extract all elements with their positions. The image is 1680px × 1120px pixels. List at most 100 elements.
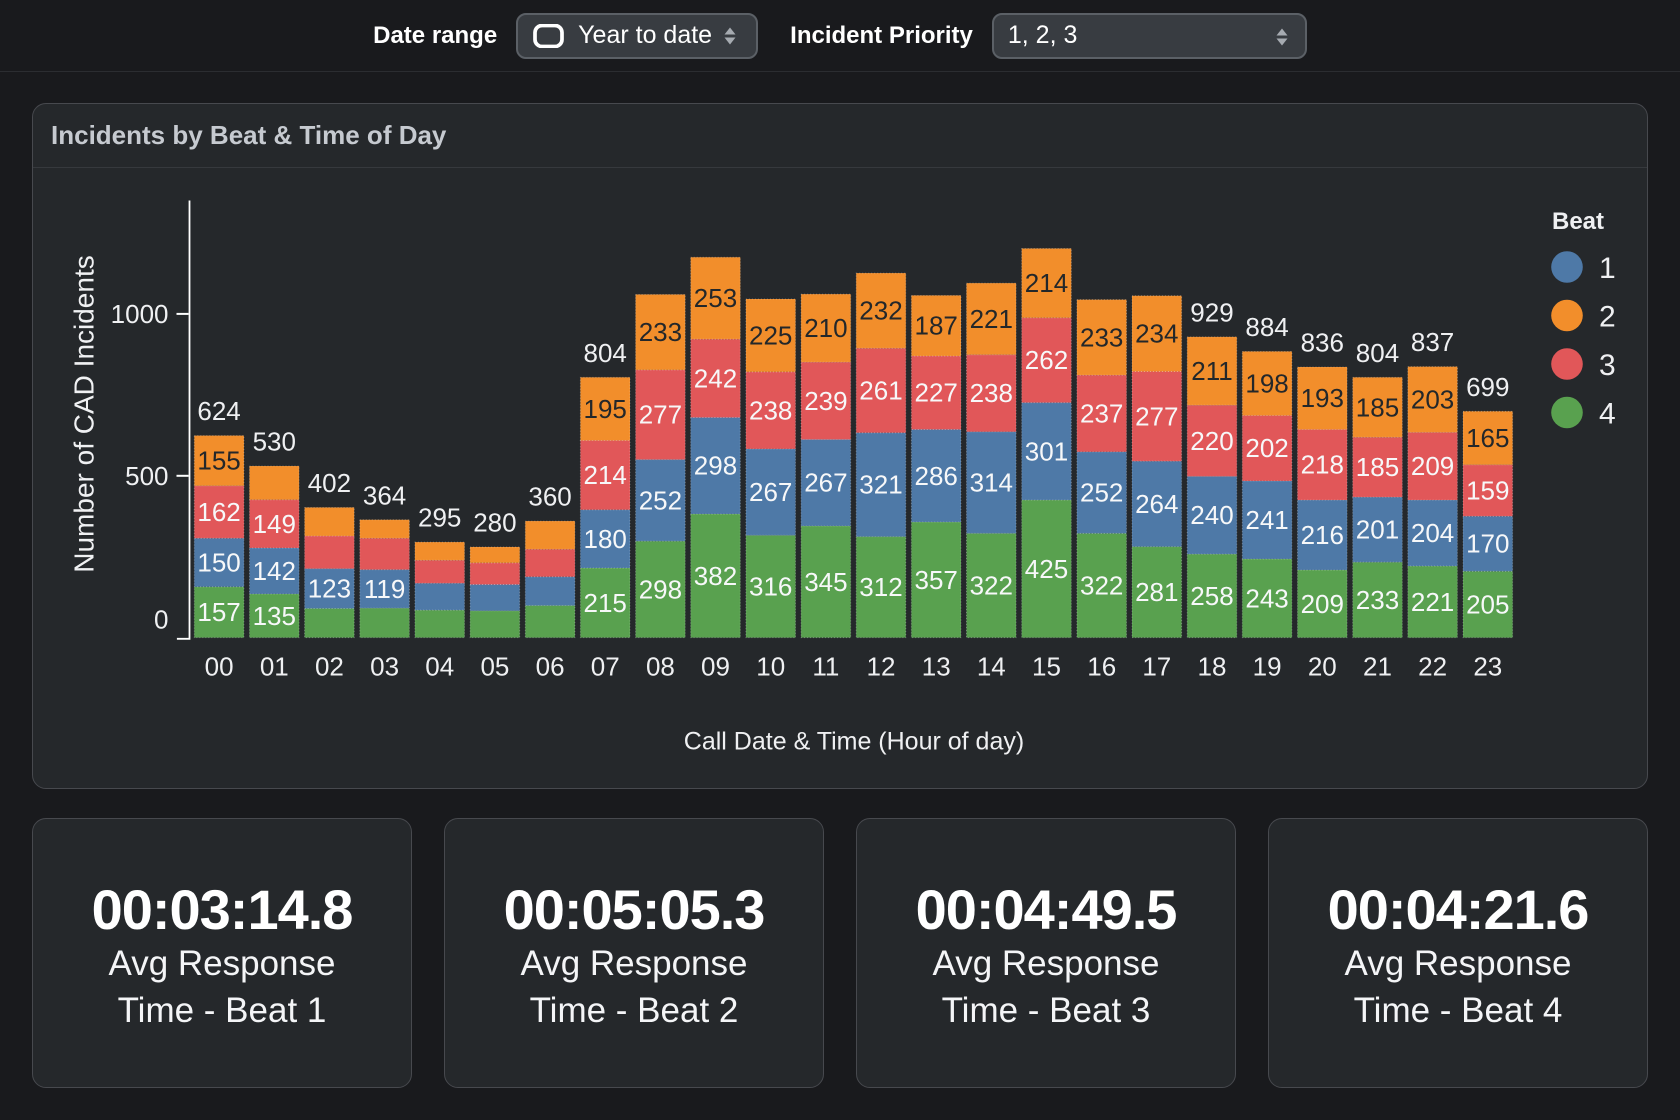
svg-text:624: 624 bbox=[197, 396, 240, 426]
svg-text:198: 198 bbox=[1245, 369, 1288, 399]
svg-text:261: 261 bbox=[859, 375, 902, 405]
svg-text:321: 321 bbox=[859, 470, 902, 500]
svg-text:298: 298 bbox=[694, 451, 737, 481]
svg-text:218: 218 bbox=[1301, 450, 1344, 480]
svg-text:20: 20 bbox=[1308, 652, 1337, 682]
svg-text:264: 264 bbox=[1135, 489, 1178, 519]
svg-text:402: 402 bbox=[308, 468, 351, 498]
svg-text:209: 209 bbox=[1301, 589, 1344, 619]
svg-text:233: 233 bbox=[639, 317, 682, 347]
svg-text:18: 18 bbox=[1198, 652, 1227, 682]
svg-text:216: 216 bbox=[1301, 520, 1344, 550]
svg-text:187: 187 bbox=[915, 311, 958, 341]
svg-text:214: 214 bbox=[584, 460, 627, 490]
svg-text:357: 357 bbox=[915, 565, 958, 595]
svg-text:234: 234 bbox=[1135, 319, 1178, 349]
svg-text:238: 238 bbox=[970, 378, 1013, 408]
svg-text:211: 211 bbox=[1191, 356, 1232, 386]
svg-text:425: 425 bbox=[1025, 554, 1068, 584]
svg-text:221: 221 bbox=[970, 304, 1013, 334]
svg-text:02: 02 bbox=[315, 652, 344, 682]
svg-text:221: 221 bbox=[1411, 587, 1454, 617]
svg-text:09: 09 bbox=[701, 652, 730, 682]
svg-text:195: 195 bbox=[584, 394, 627, 424]
svg-text:08: 08 bbox=[646, 652, 675, 682]
svg-text:253: 253 bbox=[694, 283, 737, 313]
svg-text:155: 155 bbox=[197, 446, 240, 476]
svg-text:Number of CAD Incidents: Number of CAD Incidents bbox=[69, 255, 100, 572]
svg-text:530: 530 bbox=[253, 427, 296, 457]
svg-text:150: 150 bbox=[197, 548, 240, 578]
svg-text:4: 4 bbox=[1599, 398, 1616, 431]
svg-text:837: 837 bbox=[1411, 327, 1454, 357]
svg-text:17: 17 bbox=[1142, 652, 1171, 682]
svg-text:804: 804 bbox=[584, 338, 627, 368]
svg-text:203: 203 bbox=[1411, 385, 1454, 415]
svg-text:225: 225 bbox=[749, 320, 792, 350]
svg-text:162: 162 bbox=[197, 497, 240, 527]
svg-text:929: 929 bbox=[1190, 297, 1233, 327]
svg-text:314: 314 bbox=[970, 468, 1013, 498]
svg-text:119: 119 bbox=[364, 574, 405, 604]
svg-text:01: 01 bbox=[260, 652, 289, 682]
svg-text:500: 500 bbox=[125, 461, 168, 491]
svg-text:142: 142 bbox=[253, 556, 296, 586]
svg-text:281: 281 bbox=[1135, 577, 1178, 607]
svg-text:13: 13 bbox=[922, 652, 951, 682]
svg-text:201: 201 bbox=[1356, 515, 1399, 545]
svg-text:280: 280 bbox=[473, 508, 516, 538]
svg-text:262: 262 bbox=[1025, 345, 1068, 375]
svg-text:204: 204 bbox=[1411, 518, 1454, 548]
svg-text:165: 165 bbox=[1466, 423, 1509, 453]
svg-text:14: 14 bbox=[977, 652, 1006, 682]
svg-text:1000: 1000 bbox=[111, 299, 169, 329]
svg-text:215: 215 bbox=[584, 588, 627, 618]
svg-text:23: 23 bbox=[1473, 652, 1502, 682]
svg-text:243: 243 bbox=[1245, 583, 1288, 613]
svg-text:180: 180 bbox=[584, 524, 627, 554]
svg-text:12: 12 bbox=[867, 652, 896, 682]
svg-text:05: 05 bbox=[480, 652, 509, 682]
svg-text:322: 322 bbox=[1080, 570, 1123, 600]
svg-text:214: 214 bbox=[1025, 268, 1068, 298]
svg-text:316: 316 bbox=[749, 571, 792, 601]
svg-text:04: 04 bbox=[425, 652, 454, 682]
svg-text:699: 699 bbox=[1466, 372, 1509, 402]
svg-text:2: 2 bbox=[1599, 301, 1616, 334]
svg-text:11: 11 bbox=[812, 652, 839, 682]
svg-text:240: 240 bbox=[1190, 500, 1233, 530]
svg-text:298: 298 bbox=[639, 574, 682, 604]
svg-text:286: 286 bbox=[915, 461, 958, 491]
svg-text:233: 233 bbox=[1080, 322, 1123, 352]
svg-text:00: 00 bbox=[205, 652, 234, 682]
svg-text:209: 209 bbox=[1411, 451, 1454, 481]
svg-text:22: 22 bbox=[1418, 652, 1447, 682]
svg-text:3: 3 bbox=[1599, 349, 1616, 382]
svg-text:233: 233 bbox=[1356, 585, 1399, 615]
svg-text:227: 227 bbox=[915, 378, 958, 408]
svg-text:252: 252 bbox=[1080, 478, 1123, 508]
svg-text:0: 0 bbox=[154, 605, 168, 635]
svg-text:360: 360 bbox=[528, 482, 571, 512]
svg-text:06: 06 bbox=[536, 652, 565, 682]
svg-text:149: 149 bbox=[253, 509, 296, 539]
svg-text:185: 185 bbox=[1356, 392, 1399, 422]
svg-text:07: 07 bbox=[591, 652, 620, 682]
svg-text:03: 03 bbox=[370, 652, 399, 682]
svg-text:252: 252 bbox=[639, 485, 682, 515]
svg-text:295: 295 bbox=[418, 503, 461, 533]
svg-text:15: 15 bbox=[1032, 652, 1061, 682]
svg-text:345: 345 bbox=[804, 567, 847, 597]
svg-text:202: 202 bbox=[1245, 433, 1288, 463]
svg-text:239: 239 bbox=[804, 386, 847, 416]
svg-text:135: 135 bbox=[253, 601, 296, 631]
svg-text:159: 159 bbox=[1466, 475, 1509, 505]
svg-text:884: 884 bbox=[1245, 312, 1288, 342]
svg-text:21: 21 bbox=[1363, 652, 1392, 682]
svg-text:804: 804 bbox=[1356, 338, 1399, 368]
svg-text:170: 170 bbox=[1466, 529, 1509, 559]
svg-text:16: 16 bbox=[1087, 652, 1116, 682]
svg-text:19: 19 bbox=[1253, 652, 1282, 682]
svg-text:Call Date & Time (Hour of day): Call Date & Time (Hour of day) bbox=[684, 728, 1024, 756]
svg-text:1: 1 bbox=[1599, 252, 1616, 285]
